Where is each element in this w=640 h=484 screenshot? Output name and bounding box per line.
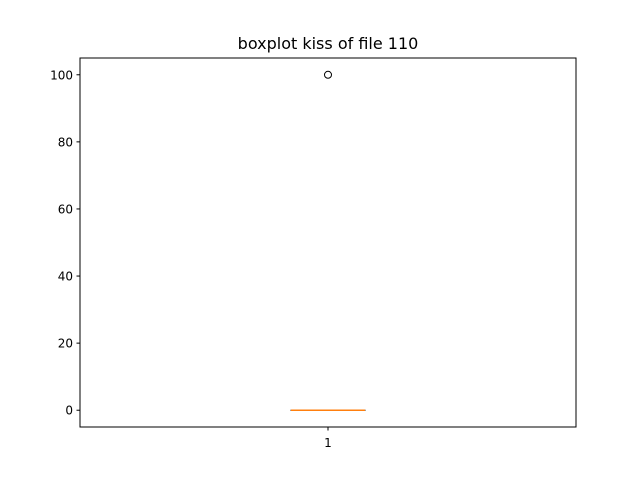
y-tick-label: 40 — [58, 270, 73, 284]
y-tick-label: 100 — [50, 68, 73, 82]
axes-frame — [80, 58, 576, 427]
y-tick-label: 0 — [65, 404, 73, 418]
y-tick-label: 20 — [58, 337, 73, 351]
y-tick-label: 60 — [58, 202, 73, 216]
chart-title: boxplot kiss of file 110 — [238, 34, 419, 53]
outlier-point — [325, 71, 332, 78]
y-tick-label: 80 — [58, 135, 73, 149]
x-axis: 1 — [324, 427, 332, 450]
y-axis: 0 20 40 60 80 100 — [50, 68, 80, 417]
plot-area — [291, 71, 365, 410]
x-tick-label: 1 — [324, 436, 332, 450]
box-group — [291, 71, 365, 410]
